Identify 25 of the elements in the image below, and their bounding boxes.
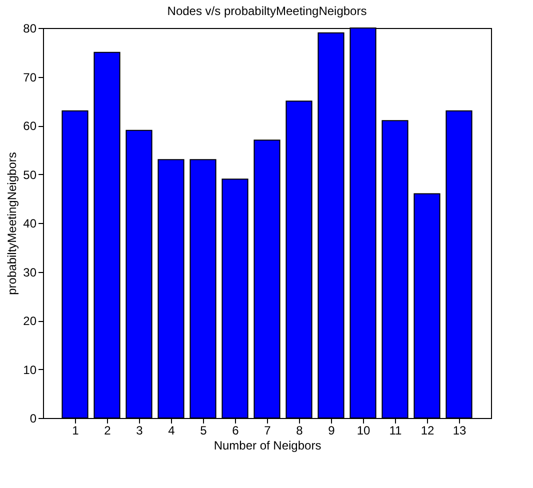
x-tick-label: 11	[389, 424, 402, 438]
x-tick-label: 7	[264, 424, 272, 438]
y-tick-label: 40	[23, 216, 37, 230]
x-tick-label: 9	[328, 424, 336, 438]
y-tick-label: 0	[30, 412, 37, 426]
x-tick-label: 4	[168, 424, 176, 438]
y-tick-label: 20	[23, 314, 37, 328]
y-tick-label: 30	[23, 265, 37, 280]
x-tick-label: 12	[420, 424, 434, 438]
x-tick-label: 2	[104, 424, 112, 438]
x-tick-label: 6	[232, 424, 240, 438]
x-tick-label: 3	[136, 424, 144, 438]
x-tick-label: 10	[356, 424, 370, 438]
x-tick-label: 8	[296, 424, 304, 438]
x-tick-label: 1	[72, 424, 80, 438]
x-axis-title: Number of Neigbors	[214, 438, 322, 452]
y-tick-label: 10	[23, 362, 37, 377]
y-axis-title: probabiltyMeetingNeigbors	[5, 152, 20, 295]
x-tick-label: 13	[452, 424, 466, 438]
y-tick-label: 50	[23, 168, 37, 182]
chart-title: Nodes v/s probabiltyMeetingNeigbors	[167, 4, 367, 18]
y-tick-label: 60	[23, 119, 37, 133]
y-tick-label: 80	[23, 22, 37, 36]
y-tick-label: 70	[23, 70, 37, 84]
x-tick-label: 5	[200, 424, 208, 438]
